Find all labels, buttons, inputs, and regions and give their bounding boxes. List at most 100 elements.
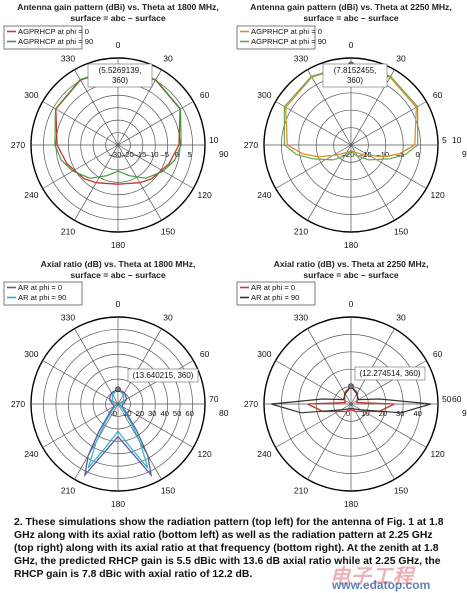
series-line-1: [55, 67, 181, 185]
chart-title-line: surface = abc – surface: [70, 270, 166, 280]
series-line-2: [87, 388, 149, 469]
angle-tick-label: 240: [24, 449, 38, 459]
polar-chart-4: Axial ratio (dB) vs. Theta at 2250 MHz,s…: [236, 259, 467, 509]
radial-tick-label: –15: [134, 150, 147, 159]
polar-spoke: [42, 360, 119, 405]
polar-spoke: [307, 328, 352, 405]
radial-tick-label: 10: [361, 409, 369, 418]
angle-tick-label: 120: [198, 190, 212, 200]
angle-tick-label: 70: [209, 394, 219, 404]
polar-spoke: [275, 360, 352, 405]
annotation-text: (12.274514, 360): [360, 369, 421, 378]
angle-tick-label: 60: [433, 90, 443, 100]
zenith-marker: [115, 386, 121, 393]
chart-title-line: surface = abc – surface: [303, 13, 399, 23]
angle-tick-label: 50: [442, 394, 452, 404]
legend-label: AR at phi = 0: [18, 283, 62, 292]
angle-tick-label: 330: [294, 312, 308, 322]
annotation-box: [354, 366, 426, 381]
polar-spoke: [74, 328, 119, 405]
angle-tick-label: 60: [200, 90, 210, 100]
series-line-1: [83, 388, 153, 478]
angle-tick-label: 0: [349, 299, 354, 309]
polar-spoke: [117, 328, 162, 405]
polar-spoke: [350, 101, 427, 146]
angle-tick-label: 210: [294, 486, 308, 496]
radial-tick-label: 20: [136, 409, 144, 418]
angle-tick-label: 150: [161, 227, 175, 237]
polar-spoke: [42, 403, 119, 448]
chart-title-line: surface = abc – surface: [70, 13, 166, 23]
angle-tick-label: 270: [11, 399, 25, 409]
polar-chart-2: Antenna gain pattern (dBi) vs. Theta at …: [236, 2, 467, 250]
radial-tick-label: –5: [160, 150, 168, 159]
legend-box: [236, 281, 316, 306]
polar-spoke: [350, 144, 427, 189]
angle-tick-label: 240: [257, 190, 271, 200]
polar-spoke: [275, 101, 352, 146]
polar-chart-3: Axial ratio (dB) vs. Theta at 1800 MHz,s…: [3, 259, 229, 509]
angle-tick-label: 180: [111, 499, 125, 509]
legend-label: AGPRHCP at phi = 90: [251, 37, 326, 46]
radial-tick-label: 20: [379, 409, 387, 418]
angle-tick-label: 5: [442, 135, 447, 145]
angle-tick-label: 300: [257, 90, 271, 100]
angle-tick-label: 240: [257, 449, 271, 459]
polar-spoke: [350, 403, 395, 480]
angle-tick-label: 330: [61, 312, 75, 322]
polar-spoke: [117, 403, 194, 448]
radial-tick-label: 30: [396, 409, 404, 418]
series-line-2: [271, 385, 431, 414]
legend-label: AR at phi = 90: [251, 293, 299, 302]
chart-title-line: Axial ratio (dB) vs. Theta at 1800 MHz,: [41, 259, 196, 269]
annotation-box: [87, 63, 153, 88]
polar-spoke: [42, 144, 119, 189]
annotation-text: (7.8152455,: [334, 66, 377, 75]
legend-label: AGPRHCP at phi = 0: [18, 27, 89, 36]
angle-tick-label: 30: [163, 53, 173, 63]
angle-tick-label: 180: [111, 240, 125, 250]
angle-tick-label: 270: [244, 140, 258, 150]
legend-label: AGPRHCP at phi = 90: [18, 37, 93, 46]
angle-tick-label: 0: [116, 299, 121, 309]
radial-tick-label: 30: [148, 409, 156, 418]
angle-tick-label: 60: [200, 349, 210, 359]
legend-box: [3, 25, 83, 50]
radial-tick-label: –10: [376, 150, 389, 159]
radial-tick-label: 0: [415, 150, 419, 159]
angle-tick-label: 120: [431, 449, 445, 459]
series-line-2: [283, 63, 419, 161]
polar-chart-1: Antenna gain pattern (dBi) vs. Theta at …: [3, 2, 229, 250]
legend-label: AR at phi = 90: [18, 293, 66, 302]
radial-tick-label: –10: [146, 150, 159, 159]
angle-tick-label: 90: [462, 149, 467, 159]
radial-tick-label: 50: [173, 409, 181, 418]
series-line-1: [307, 385, 395, 413]
polar-spoke: [350, 328, 395, 405]
angle-tick-label: 0: [116, 40, 121, 50]
watermark-url: www.edatop.com: [332, 578, 431, 592]
radial-tick-label: 0: [346, 409, 350, 418]
zenith-marker: [348, 383, 354, 389]
angle-tick-label: 330: [61, 53, 75, 63]
angle-tick-label: 60: [452, 394, 462, 404]
polar-spoke: [117, 144, 194, 189]
radial-tick-label: 0: [113, 409, 117, 418]
angle-tick-label: 80: [219, 408, 229, 418]
watermark-logo: 电子工程: [330, 566, 414, 588]
chart-title-line: Antenna gain pattern (dBi) vs. Theta at …: [250, 2, 452, 12]
polar-spoke: [117, 69, 162, 146]
chart-title-line: Axial ratio (dB) vs. Theta at 2250 MHz,: [274, 259, 429, 269]
annotation-text: 360): [112, 76, 128, 85]
legend-label: AGPRHCP at phi = 0: [251, 27, 322, 36]
angle-tick-label: 60: [433, 349, 443, 359]
figure-caption: 2. These simulations show the radiation …: [14, 517, 444, 580]
annotation-text: 360): [347, 76, 363, 85]
polar-spoke: [307, 144, 352, 221]
angle-tick-label: 150: [394, 227, 408, 237]
angle-tick-label: 330: [294, 53, 308, 63]
angle-tick-label: 270: [244, 399, 258, 409]
angle-tick-label: 240: [24, 190, 38, 200]
